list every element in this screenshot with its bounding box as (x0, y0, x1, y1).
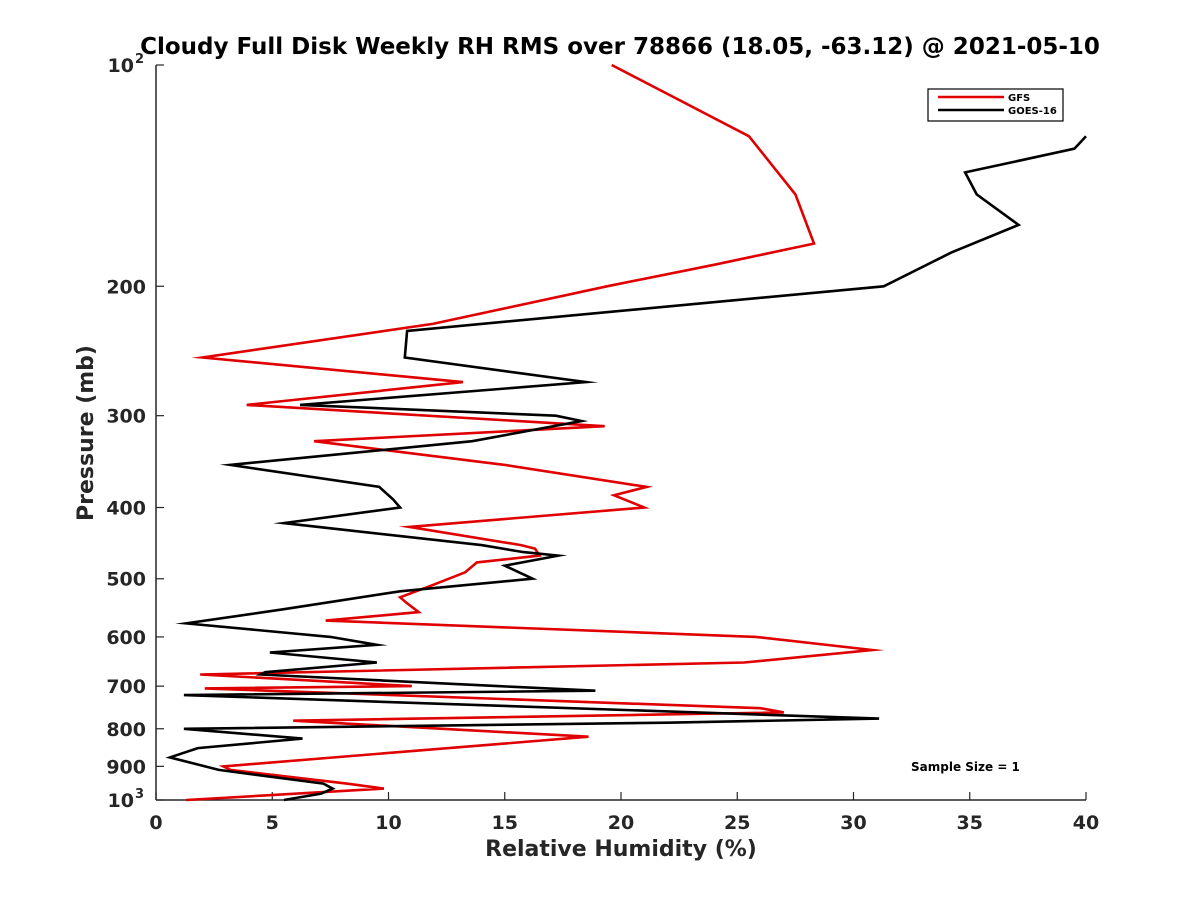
chart-title: Cloudy Full Disk Weekly RH RMS over 7886… (140, 34, 1100, 60)
y-tick-label: 900 (106, 756, 146, 778)
legend-label-goes16: GOES-16 (1008, 106, 1057, 117)
y-tick-label: 700 (106, 676, 146, 698)
y-tick-label: 300 (106, 406, 146, 428)
y-tick-label: 10 (108, 55, 134, 77)
legend: GFS GOES-16 (927, 88, 1064, 122)
y-tick-label: 10 (108, 790, 134, 812)
series-line-goes16 (165, 135, 1087, 802)
x-tick-label: 15 (492, 812, 518, 834)
y-tick-exponent: 2 (135, 52, 144, 67)
x-tick-label: 40 (1073, 812, 1099, 834)
x-tick-label: 5 (266, 812, 279, 834)
y-tick-label: 400 (106, 498, 146, 520)
x-axis-label: Relative Humidity (%) (485, 837, 757, 862)
x-tick-label: 25 (724, 812, 750, 834)
y-tick-label: 600 (106, 627, 146, 649)
series-layer (165, 63, 1087, 802)
legend-box (927, 88, 1064, 122)
y-axis-label: Pressure (mb) (74, 345, 99, 521)
y-tick-label: 200 (106, 276, 146, 298)
x-tick-label: 35 (957, 812, 983, 834)
y-tick-exponent: 3 (135, 787, 144, 802)
y-tick-label: 800 (106, 719, 146, 741)
y-tick-label: 500 (106, 569, 146, 591)
x-tick-label: 10 (375, 812, 401, 834)
legend-label-gfs: GFS (1008, 93, 1030, 104)
x-tick-label: 30 (840, 812, 866, 834)
sample-size-annotation: Sample Size = 1 (911, 760, 1020, 774)
x-ticks: 0 5 10 15 20 25 30 35 40 (149, 792, 1099, 834)
x-tick-label: 20 (608, 812, 634, 834)
x-tick-label: 0 (149, 812, 162, 834)
